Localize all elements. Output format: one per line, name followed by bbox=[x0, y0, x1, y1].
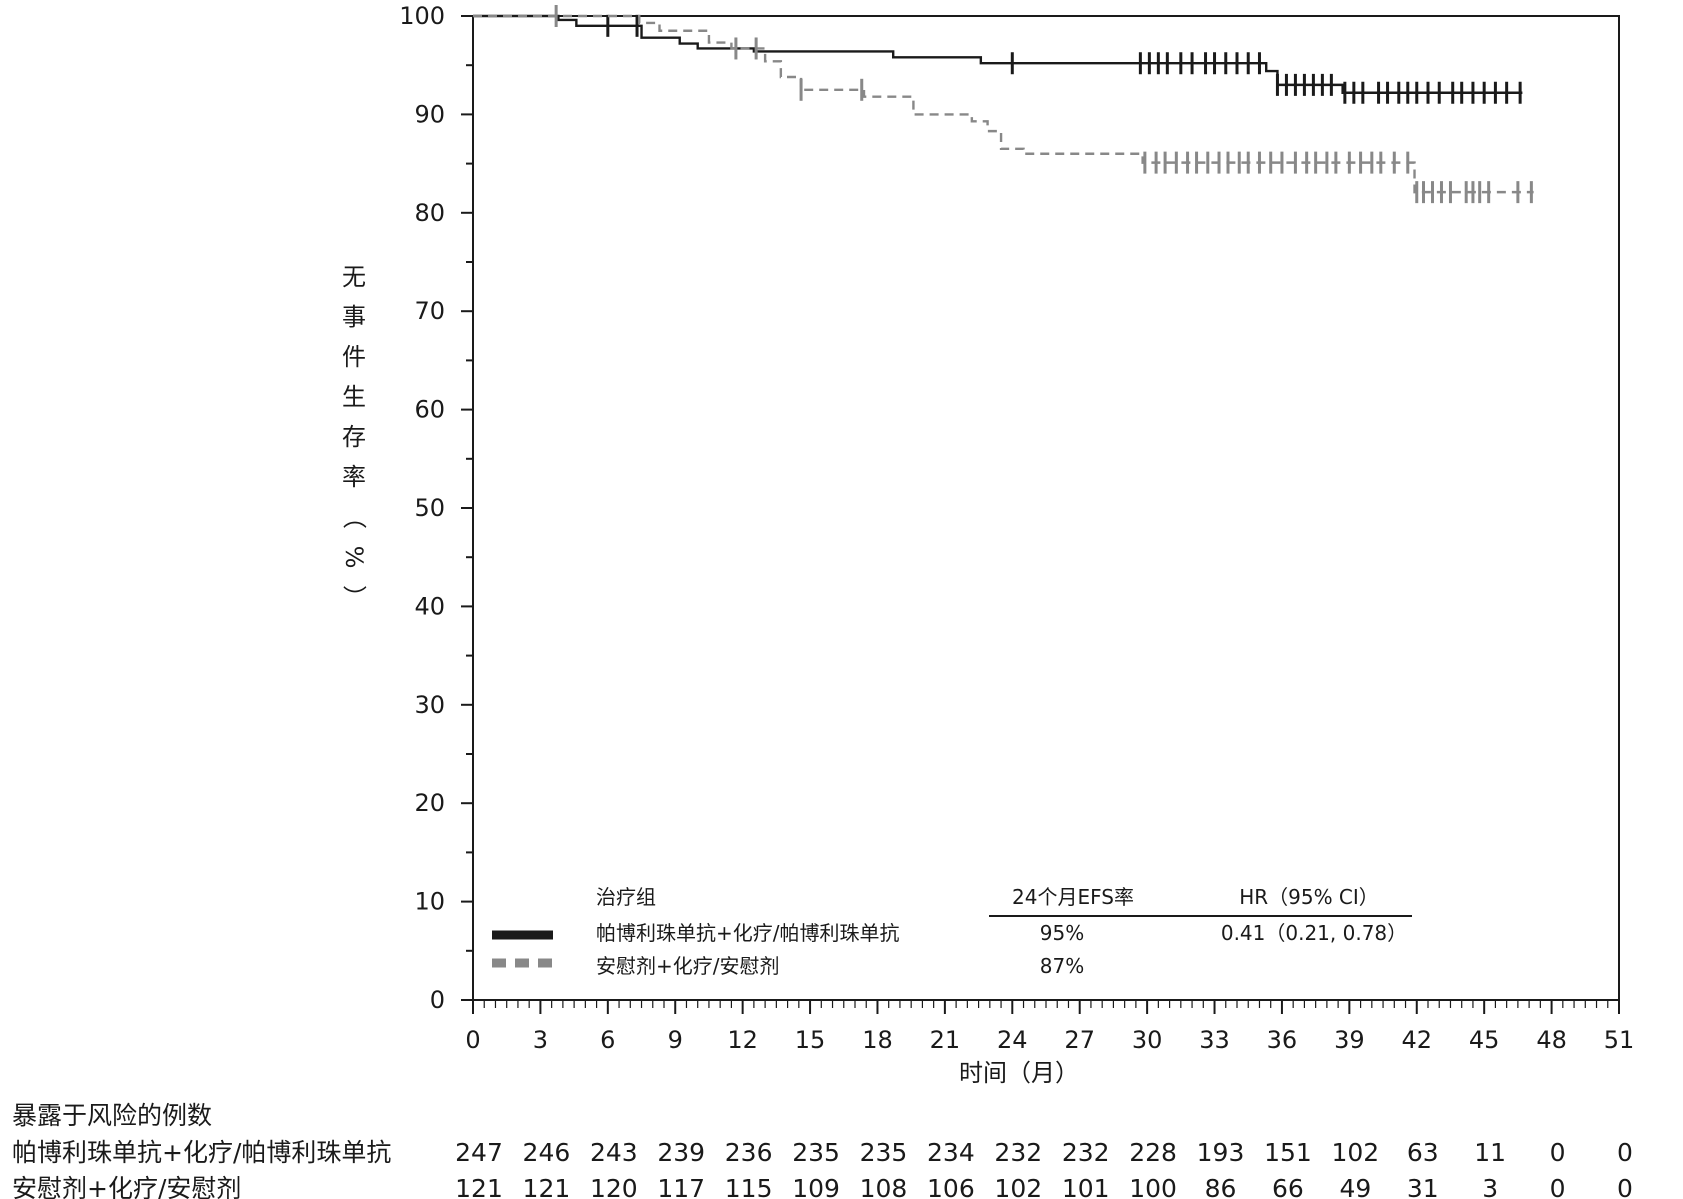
y-tick-label: 60 bbox=[414, 396, 445, 424]
x-tick-label: 0 bbox=[465, 1026, 480, 1054]
risk-value: 108 bbox=[860, 1174, 908, 1199]
x-tick-label: 3 bbox=[533, 1026, 548, 1054]
y-axis-title-char: 无 bbox=[342, 263, 366, 291]
y-axis-title-char: % bbox=[340, 546, 368, 569]
legend-label-pembrolizumab: 帕博利珠单抗+化疗/帕博利珠单抗 bbox=[596, 921, 900, 945]
risk-value: 239 bbox=[657, 1138, 705, 1167]
risk-value: 109 bbox=[792, 1174, 840, 1199]
risk-value: 151 bbox=[1264, 1138, 1312, 1167]
y-tick-label: 10 bbox=[414, 888, 445, 916]
curve-pembrolizumab bbox=[473, 14, 1523, 94]
y-tick-label: 70 bbox=[414, 297, 445, 325]
y-tick-label: 50 bbox=[414, 494, 445, 522]
legend: 治疗组 24个月EFS率 HR（95% CI） 帕博利珠单抗+化疗/帕博利珠单抗… bbox=[492, 885, 1412, 978]
x-tick-label: 12 bbox=[727, 1026, 758, 1054]
risk-value: 3 bbox=[1482, 1174, 1498, 1199]
risk-value: 101 bbox=[1062, 1174, 1110, 1199]
plot-frame bbox=[472, 15, 1620, 1001]
risk-values: 247 246 243 239 236 235 235 234 232 232 228 193 151 1… bbox=[455, 1138, 1633, 1199]
risk-value: 121 bbox=[455, 1174, 503, 1199]
legend-rate-placebo: 87% bbox=[1040, 954, 1084, 978]
curve-placebo bbox=[473, 14, 1534, 194]
risk-value: 117 bbox=[657, 1174, 705, 1199]
y-axis-title-char: 率 bbox=[342, 463, 366, 491]
y-axis-title-char: 生 bbox=[342, 383, 366, 411]
y-axis: 0 10 20 30 40 50 60 70 80 90 100 bbox=[399, 2, 473, 1014]
x-tick-label: 36 bbox=[1267, 1026, 1298, 1054]
risk-value: 86 bbox=[1205, 1174, 1237, 1199]
risk-value: 247 bbox=[455, 1138, 503, 1167]
risk-value: 193 bbox=[1197, 1138, 1245, 1167]
legend-label-placebo: 安慰剂+化疗/安慰剂 bbox=[596, 954, 780, 978]
x-tick-label: 15 bbox=[795, 1026, 826, 1054]
risk-value: 102 bbox=[994, 1174, 1042, 1199]
risk-value: 235 bbox=[860, 1138, 908, 1167]
y-tick-label: 20 bbox=[414, 789, 445, 817]
risk-value: 121 bbox=[523, 1174, 571, 1199]
risk-value: 49 bbox=[1339, 1174, 1371, 1199]
legend-header-group: 治疗组 bbox=[596, 885, 656, 909]
risk-value: 115 bbox=[725, 1174, 773, 1199]
risk-value: 232 bbox=[994, 1138, 1042, 1167]
y-axis-title-char: ） bbox=[340, 585, 368, 609]
x-tick-label: 21 bbox=[930, 1026, 961, 1054]
x-tick-label: 33 bbox=[1199, 1026, 1230, 1054]
risk-value: 120 bbox=[590, 1174, 638, 1199]
risk-value: 246 bbox=[523, 1138, 571, 1167]
x-tick-label: 18 bbox=[862, 1026, 893, 1054]
x-tick-label: 39 bbox=[1334, 1026, 1365, 1054]
risk-value: 243 bbox=[590, 1138, 638, 1167]
y-tick-label: 90 bbox=[414, 100, 445, 128]
risk-value: 106 bbox=[927, 1174, 975, 1199]
risk-value: 100 bbox=[1129, 1174, 1177, 1199]
x-tick-label: 42 bbox=[1401, 1026, 1432, 1054]
x-tick-label: 51 bbox=[1604, 1026, 1635, 1054]
x-tick-label: 45 bbox=[1469, 1026, 1500, 1054]
x-tick-label: 30 bbox=[1132, 1026, 1163, 1054]
survival-curves bbox=[473, 5, 1534, 204]
risk-value: 228 bbox=[1129, 1138, 1177, 1167]
legend-header-hr: HR（95% CI） bbox=[1239, 885, 1379, 909]
x-axis-title: 时间（月） bbox=[959, 1059, 1079, 1087]
risk-row-label-placebo: 安慰剂+化疗/安慰剂 bbox=[12, 1174, 241, 1199]
legend-hr-pembrolizumab: 0.41（0.21, 0.78） bbox=[1221, 921, 1407, 945]
legend-header-rate: 24个月EFS率 bbox=[1012, 885, 1134, 909]
risk-value: 232 bbox=[1062, 1138, 1110, 1167]
risk-value: 0 bbox=[1550, 1138, 1566, 1167]
legend-rate-pembrolizumab: 95% bbox=[1040, 921, 1084, 945]
risk-value: 0 bbox=[1617, 1138, 1633, 1167]
risk-value: 66 bbox=[1272, 1174, 1304, 1199]
risk-value: 31 bbox=[1407, 1174, 1439, 1199]
x-tick-label: 48 bbox=[1536, 1026, 1567, 1054]
y-tick-label: 30 bbox=[414, 691, 445, 719]
y-axis-title-char: 件 bbox=[342, 343, 366, 371]
risk-row-label-pembrolizumab: 帕博利珠单抗+化疗/帕博利珠单抗 bbox=[12, 1138, 391, 1167]
y-tick-label: 0 bbox=[430, 986, 445, 1014]
risk-table-title: 暴露于风险的例数 bbox=[12, 1101, 212, 1130]
risk-value: 63 bbox=[1407, 1138, 1439, 1167]
y-axis-title-char: 存 bbox=[342, 423, 366, 451]
risk-value: 0 bbox=[1550, 1174, 1566, 1199]
x-tick-label: 9 bbox=[668, 1026, 683, 1054]
y-tick-label: 40 bbox=[414, 592, 445, 620]
x-tick-label: 6 bbox=[600, 1026, 615, 1054]
risk-value: 102 bbox=[1331, 1138, 1379, 1167]
plot-border bbox=[472, 15, 1620, 1001]
x-axis: 0 3 6 9 12 15 18 21 24 27 30 33 36 39 42 45 48 51 bbox=[465, 1000, 1634, 1054]
y-axis-title-char: 事 bbox=[342, 303, 366, 331]
risk-value: 236 bbox=[725, 1138, 773, 1167]
risk-value: 0 bbox=[1617, 1174, 1633, 1199]
risk-table: 暴露于风险的例数 帕博利珠单抗+化疗/帕博利珠单抗 安慰剂+化疗/安慰剂 247… bbox=[12, 1101, 1633, 1199]
x-tick-label: 24 bbox=[997, 1026, 1028, 1054]
y-tick-label: 100 bbox=[399, 2, 445, 30]
y-axis-title-char: （ bbox=[340, 505, 368, 529]
risk-value: 234 bbox=[927, 1138, 975, 1167]
y-tick-label: 80 bbox=[414, 199, 445, 227]
risk-value: 11 bbox=[1474, 1138, 1506, 1167]
x-tick-label: 27 bbox=[1064, 1026, 1095, 1054]
risk-value: 235 bbox=[792, 1138, 840, 1167]
